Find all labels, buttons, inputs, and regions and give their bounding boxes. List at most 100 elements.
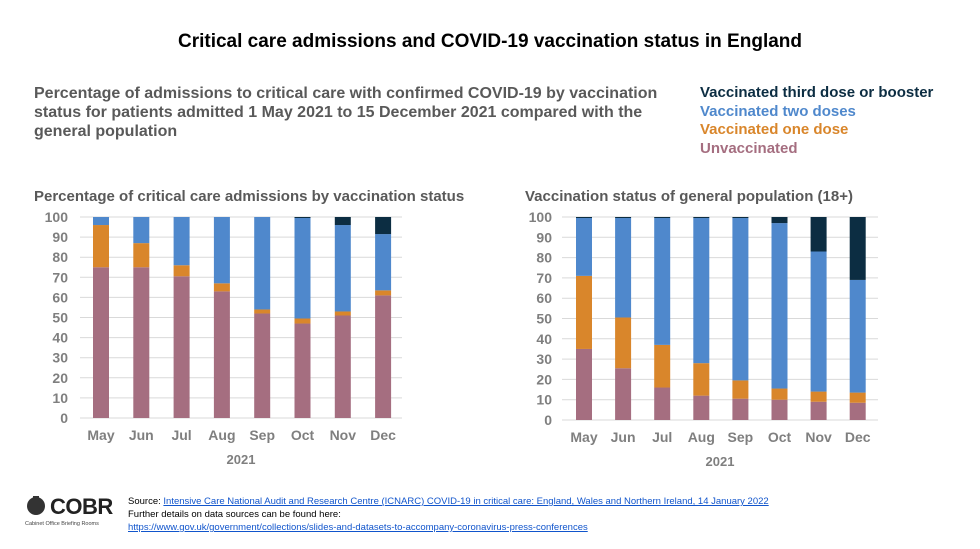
bar-segment-unvaccinated	[654, 387, 671, 420]
bar-segment-vaccinated-one-dose	[133, 243, 150, 268]
y-tick-label: 20	[536, 371, 552, 387]
x-tick-label: May	[87, 427, 114, 443]
bar-segment-vaccinated-two-doses	[576, 218, 592, 276]
bar-segment-vaccinated-one-dose	[732, 380, 749, 399]
y-tick-label: 0	[60, 410, 68, 426]
bar-segment-vaccinated-two-doses	[133, 217, 150, 244]
y-tick-label: 60	[536, 290, 552, 306]
bar-segment-unvaccinated	[771, 399, 788, 420]
y-tick-label: 30	[536, 351, 552, 367]
logo-text: COBR	[50, 494, 113, 519]
x-tick-label: Oct	[291, 427, 315, 443]
y-tick-label: 40	[536, 331, 552, 347]
legend-item-two-doses: Vaccinated two doses	[700, 102, 856, 120]
x-tick-label: Jul	[652, 429, 672, 445]
bar-segment-vaccinated-two-doses	[771, 223, 788, 389]
bar-segment-vaccinated-third-dose-or-booster	[294, 217, 311, 219]
y-tick-label: 100	[529, 209, 553, 225]
y-tick-label: 50	[52, 310, 68, 326]
x-tick-label: Dec	[370, 427, 396, 443]
bar-segment-unvaccinated	[294, 323, 311, 418]
bar-segment-unvaccinated	[810, 401, 827, 420]
bar-segment-vaccinated-one-dose	[654, 344, 671, 388]
bar-segment-unvaccinated	[849, 402, 866, 420]
bar-segment-unvaccinated	[93, 267, 109, 418]
logo-subtext: Cabinet Office Briefing Rooms	[25, 521, 99, 527]
bar-segment-vaccinated-one-dose	[334, 311, 351, 316]
royal-crest-icon	[27, 496, 45, 515]
footer: Source: Intensive Care National Audit an…	[128, 495, 769, 534]
bar-segment-vaccinated-third-dose-or-booster	[334, 217, 351, 226]
bar-segment-vaccinated-third-dose-or-booster	[576, 217, 592, 219]
y-tick-label: 10	[536, 392, 552, 408]
bar-segment-vaccinated-two-doses	[849, 279, 866, 393]
bar-segment-vaccinated-one-dose	[576, 275, 592, 349]
y-tick-label: 70	[52, 269, 68, 285]
bar-segment-vaccinated-two-doses	[615, 218, 632, 318]
x-tick-label: Aug	[208, 427, 235, 443]
x-tick-label: Sep	[728, 429, 754, 445]
y-tick-label: 50	[536, 311, 552, 327]
y-tick-label: 40	[52, 330, 68, 346]
bar-segment-vaccinated-two-doses	[254, 217, 271, 310]
bar-segment-unvaccinated	[615, 368, 632, 420]
bar-segment-vaccinated-third-dose-or-booster	[654, 217, 671, 219]
legend-item-one-dose: Vaccinated one dose	[700, 121, 849, 138]
bar-segment-vaccinated-two-doses	[732, 218, 749, 381]
y-tick-label: 90	[52, 229, 68, 245]
bar-segment-vaccinated-two-doses	[810, 251, 827, 392]
bar-segment-vaccinated-two-doses	[294, 218, 311, 319]
y-tick-label: 90	[536, 229, 552, 245]
x-tick-label: May	[570, 429, 597, 445]
x-tick-label: Aug	[688, 429, 715, 445]
bar-segment-unvaccinated	[173, 276, 190, 418]
legend-item-booster: Vaccinated third dose or booster	[700, 84, 934, 101]
bar-segment-vaccinated-two-doses	[334, 225, 351, 312]
bar-segment-vaccinated-third-dose-or-booster	[732, 217, 749, 219]
bar-segment-vaccinated-third-dose-or-booster	[693, 217, 710, 219]
further-details: Further details on data sources can be f…	[128, 509, 341, 520]
x-tick-label: Sep	[249, 427, 275, 443]
legend-item-unvaccinated: Unvaccinated	[700, 139, 798, 157]
y-tick-label: 20	[52, 370, 68, 386]
bar-segment-vaccinated-one-dose	[213, 283, 230, 292]
bar-segment-vaccinated-third-dose-or-booster	[849, 217, 866, 280]
x-axis-label: 2021	[227, 452, 256, 467]
bar-segment-unvaccinated	[732, 398, 749, 420]
x-tick-label: Jun	[129, 427, 154, 443]
x-tick-label: Nov	[805, 429, 832, 445]
bar-segment-vaccinated-third-dose-or-booster	[810, 217, 827, 252]
bar-segment-vaccinated-two-doses	[173, 217, 190, 266]
bar-segment-vaccinated-two-doses	[213, 217, 230, 284]
bar-segment-vaccinated-one-dose	[254, 309, 271, 314]
source-label: Source:	[128, 496, 164, 507]
bar-segment-vaccinated-two-doses	[654, 218, 671, 345]
bar-segment-vaccinated-one-dose	[93, 225, 109, 268]
slide-subtitle: Percentage of admissions to critical car…	[34, 85, 658, 140]
bar-segment-vaccinated-third-dose-or-booster	[771, 217, 788, 224]
bar-segment-unvaccinated	[213, 291, 230, 418]
x-tick-label: Nov	[330, 427, 357, 443]
bar-segment-vaccinated-one-dose	[771, 388, 788, 400]
y-tick-label: 0	[544, 412, 552, 428]
x-tick-label: Jun	[611, 429, 636, 445]
datasets-link[interactable]: https://www.gov.uk/government/collection…	[128, 522, 588, 533]
bar-segment-vaccinated-third-dose-or-booster	[615, 217, 632, 219]
chart-title-admissions: Percentage of critical care admissions b…	[34, 188, 465, 205]
y-tick-label: 80	[52, 249, 68, 265]
bar-segment-vaccinated-one-dose	[294, 318, 311, 324]
bar-segment-unvaccinated	[693, 395, 710, 420]
bar-segment-vaccinated-one-dose	[173, 265, 190, 277]
x-axis-label: 2021	[706, 454, 735, 469]
y-tick-label: 70	[536, 270, 552, 286]
bar-segment-unvaccinated	[576, 348, 592, 420]
bar-segment-unvaccinated	[254, 313, 271, 418]
source-link[interactable]: Intensive Care National Audit and Resear…	[163, 496, 769, 507]
bar-segment-vaccinated-two-doses	[93, 217, 109, 226]
bar-segment-vaccinated-one-dose	[849, 392, 866, 403]
bar-segment-vaccinated-one-dose	[810, 391, 827, 402]
x-tick-label: Oct	[768, 429, 792, 445]
bar-segment-unvaccinated	[375, 295, 392, 418]
